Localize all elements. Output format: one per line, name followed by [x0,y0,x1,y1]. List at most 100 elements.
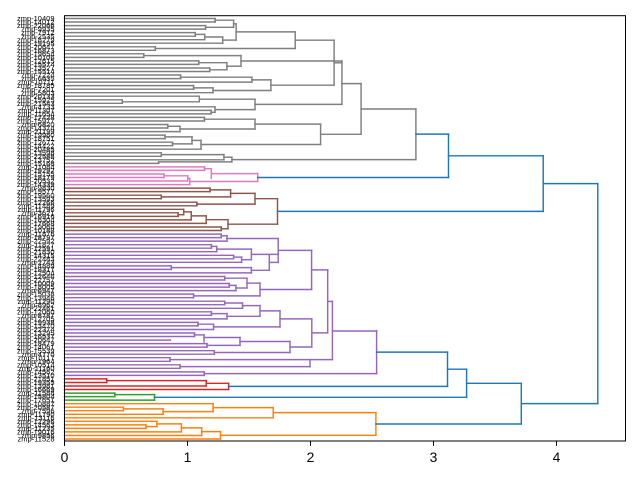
svg-text:zmp-12266: zmp-12266 [17,198,55,207]
svg-text:zmp-18479: zmp-18479 [17,339,55,348]
svg-text:zmp-11876: zmp-11876 [18,230,55,239]
svg-text:2: 2 [307,449,315,465]
svg-text:zmp-14563: zmp-14563 [17,421,55,430]
svg-text:zmp-14889: zmp-14889 [17,262,55,271]
svg-text:zmp-11290: zmp-11290 [18,297,55,306]
svg-text:zmp-14315: zmp-14315 [17,251,55,260]
svg-text:zmp-20647: zmp-20647 [17,42,55,51]
svg-text:zmp-22588: zmp-22588 [17,152,55,161]
svg-text:zmp-18317: zmp-18317 [17,265,55,274]
svg-text:zmp-22483: zmp-22483 [17,254,55,263]
svg-text:zmp-16873: zmp-16873 [17,46,55,55]
svg-text:zmp-16304: zmp-16304 [17,216,55,225]
svg-text:zmp-16669: zmp-16669 [17,385,55,394]
svg-text:zmp-18005: zmp-18005 [17,283,55,292]
svg-text:zmp-15925: zmp-15925 [17,95,55,104]
svg-text:zmp-19195: zmp-19195 [17,39,55,48]
svg-text:zmp-10117: zmp-10117 [18,353,55,362]
svg-text:zmp-14061: zmp-14061 [17,343,55,352]
svg-text:zmp-9935: zmp-9935 [21,25,54,34]
svg-text:zmp-7201: zmp-7201 [21,85,54,94]
svg-text:zmp-6820: zmp-6820 [21,120,54,129]
svg-text:zmp-15539: zmp-15539 [17,346,55,355]
svg-text:zmp-11796: zmp-11796 [18,205,55,214]
svg-text:zmp-11084: zmp-11084 [18,163,55,172]
svg-text:4: 4 [553,449,561,465]
svg-text:zmp-12646: zmp-12646 [17,272,55,281]
svg-text:zmp-5803: zmp-5803 [21,88,54,97]
svg-text:zmp-19577: zmp-19577 [17,187,55,196]
svg-text:zmp-10887: zmp-10887 [17,399,55,408]
svg-text:0: 0 [61,449,69,465]
svg-text:zmp-19938: zmp-19938 [17,318,55,327]
svg-text:zmp-14562: zmp-14562 [17,368,55,377]
svg-text:zmp-16916: zmp-16916 [17,212,55,221]
svg-text:zmp-10106: zmp-10106 [17,53,55,62]
svg-text:zmp-17668: zmp-17668 [17,219,55,228]
svg-text:zmp-15574: zmp-15574 [17,60,55,69]
svg-text:zmp-20532: zmp-20532 [17,177,55,186]
svg-text:zmp-22461: zmp-22461 [17,304,55,313]
svg-text:3: 3 [430,449,438,465]
svg-text:zmp-20587: zmp-20587 [17,403,55,412]
svg-text:zmp-13116: zmp-13116 [18,413,55,422]
svg-text:zmp-20485: zmp-20485 [17,145,55,154]
svg-text:zmp-12504: zmp-12504 [17,269,55,278]
svg-text:zmp-11235: zmp-11235 [18,424,55,433]
svg-text:zmp-19292: zmp-19292 [17,166,55,175]
svg-text:zmp-19654: zmp-19654 [17,49,55,58]
svg-text:zmp-6947: zmp-6947 [21,286,54,295]
svg-text:zmp-13593: zmp-13593 [17,194,55,203]
svg-text:zmp-21199: zmp-21199 [18,127,55,136]
svg-text:zmp-13470: zmp-13470 [17,322,55,331]
svg-text:zmp-20133: zmp-20133 [17,92,55,101]
svg-text:zmp-18279: zmp-18279 [17,35,55,44]
svg-text:zmp-13598: zmp-13598 [17,148,55,157]
svg-text:zmp-19560: zmp-19560 [17,191,55,200]
svg-text:zmp-14374: zmp-14374 [17,124,55,133]
svg-text:zmp-15038: zmp-15038 [17,290,55,299]
svg-text:zmp-10711: zmp-10711 [18,78,55,87]
svg-text:zmp-14339: zmp-14339 [17,180,55,189]
svg-text:zmp-13527: zmp-13527 [17,64,55,73]
svg-text:zmp-14422: zmp-14422 [17,141,55,150]
svg-text:zmp-19980: zmp-19980 [17,131,55,140]
svg-text:zmp-2535: zmp-2535 [21,32,54,41]
svg-text:zmp-6635: zmp-6635 [21,74,54,83]
svg-text:zmp-10409: zmp-10409 [17,14,55,23]
svg-text:zmp-10188: zmp-10188 [17,226,55,235]
svg-text:zmp-19355: zmp-19355 [17,378,55,387]
svg-text:zmp-9856: zmp-9856 [21,431,54,440]
svg-text:zmp-10009: zmp-10009 [17,279,55,288]
svg-text:zmp-17651: zmp-17651 [17,396,55,405]
svg-text:zmp-13752: zmp-13752 [17,155,55,164]
svg-text:zmp-21830: zmp-21830 [17,247,55,256]
svg-text:zmp-21851: zmp-21851 [17,375,55,384]
svg-text:zmp-15977: zmp-15977 [17,117,55,126]
svg-text:zmp-17428: zmp-17428 [17,113,55,122]
svg-text:zmp-7224: zmp-7224 [21,71,54,80]
svg-text:zmp-12677: zmp-12677 [17,138,55,147]
svg-text:zmp-11160: zmp-11160 [18,364,54,373]
svg-text:zmp-8787: zmp-8787 [21,311,54,320]
svg-text:zmp-15168: zmp-15168 [17,159,55,168]
svg-text:zmp-12705: zmp-12705 [17,315,55,324]
svg-text:zmp-16537: zmp-16537 [17,332,55,341]
svg-text:zmp-15804: zmp-15804 [17,392,55,401]
svg-text:zmp-19016: zmp-19016 [17,428,55,437]
svg-text:zmp-3621: zmp-3621 [21,208,54,217]
svg-text:zmp-11654: zmp-11654 [18,110,55,119]
svg-text:zmp-14012: zmp-14012 [17,18,55,27]
svg-text:zmp-22757: zmp-22757 [17,276,55,285]
svg-text:zmp-18751: zmp-18751 [17,134,55,143]
svg-text:zmp-18179: zmp-18179 [17,173,55,182]
svg-text:zmp-12296: zmp-12296 [17,417,55,426]
svg-text:zmp-18797: zmp-18797 [17,233,55,242]
svg-text:zmp-11827: zmp-11827 [18,240,55,249]
svg-text:zmp-20647: zmp-20647 [17,336,55,345]
svg-text:zmp-11528: zmp-11528 [18,435,55,444]
svg-text:zmp-21543: zmp-21543 [17,99,55,108]
svg-text:zmp-22592: zmp-22592 [17,237,55,246]
svg-text:zmp-13295: zmp-13295 [17,329,55,338]
svg-text:zmp-11588: zmp-11588 [18,389,55,398]
